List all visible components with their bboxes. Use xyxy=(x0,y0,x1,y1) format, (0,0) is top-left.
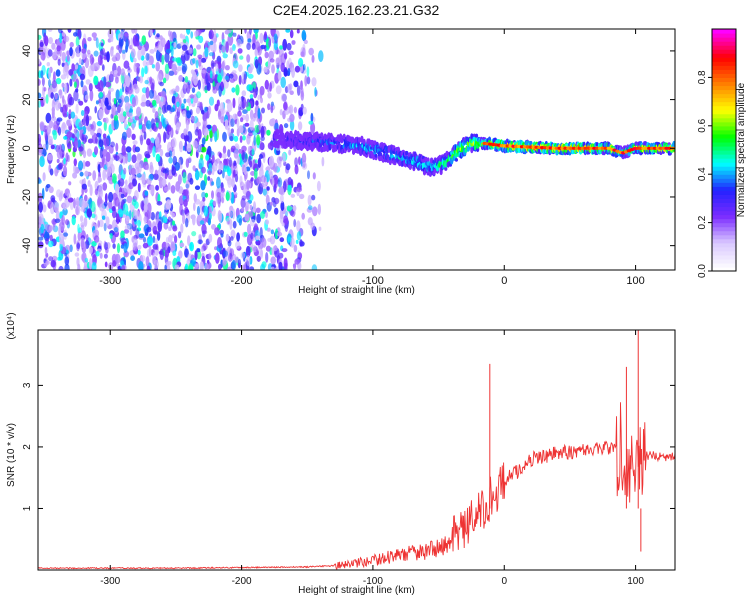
colorbar-step xyxy=(712,170,736,175)
colorbar-step xyxy=(712,81,736,87)
spectrogram-x-tick-label: 100 xyxy=(626,275,644,287)
colorbar-step xyxy=(712,65,736,70)
spectrogram-y-axis-label: Frequency (Hz) xyxy=(6,115,17,184)
spectrogram-cells xyxy=(38,29,675,270)
colorbar-step xyxy=(712,202,736,208)
colorbar-step xyxy=(712,37,736,42)
colorbar-step xyxy=(712,218,736,224)
spectrogram-x-axis-label: Height of straight line (km) xyxy=(298,285,415,296)
spectrogram-y-tick-label: -40 xyxy=(21,238,33,254)
colorbar-step xyxy=(712,158,736,163)
spectrogram-x-tick-label: -200 xyxy=(231,275,253,287)
colorbar-step xyxy=(712,250,736,256)
snr-x-tick-label: -100 xyxy=(363,576,383,587)
colorbar-step xyxy=(712,33,736,38)
colorbar-step xyxy=(712,97,736,103)
colorbar-step xyxy=(712,246,736,252)
colorbar-tick-label: 0.2 xyxy=(697,215,708,229)
colorbar-step xyxy=(712,61,736,66)
colorbar-step xyxy=(712,89,736,95)
colorbar xyxy=(712,29,736,272)
colorbar-step xyxy=(712,113,736,119)
colorbar-step xyxy=(712,121,736,127)
colorbar-step xyxy=(712,53,736,58)
snr-y-tick-label: 3 xyxy=(22,382,33,388)
colorbar-step xyxy=(712,109,736,115)
colorbar-step xyxy=(712,230,736,236)
colorbar-step xyxy=(712,133,736,139)
colorbar-step xyxy=(712,57,736,62)
colorbar-step xyxy=(712,45,736,50)
colorbar-step xyxy=(712,49,736,54)
colorbar-step xyxy=(712,166,736,171)
colorbar-tick-label: 0.0 xyxy=(697,264,708,278)
colorbar-tick-label: 0.8 xyxy=(697,70,708,84)
colorbar-step xyxy=(712,85,736,91)
colorbar-step xyxy=(712,258,736,264)
snr-y-axis-label: SNR (10 * v/v) xyxy=(6,423,17,487)
snr-x-axis-label: Height of straight line (km) xyxy=(298,585,415,596)
spectrogram-y-tick-label: -20 xyxy=(21,189,33,205)
colorbar-step xyxy=(712,178,736,183)
spectrogram-x-tick-label: 0 xyxy=(501,275,507,287)
colorbar-step xyxy=(712,137,736,143)
figure-title: C2E4.2025.162.23.21.G32 xyxy=(272,2,440,18)
colorbar-step xyxy=(712,186,736,191)
colorbar-step xyxy=(712,222,736,228)
colorbar-step xyxy=(712,145,736,151)
snr-y-tick-label: 1 xyxy=(22,505,33,511)
colorbar-step xyxy=(712,69,736,74)
snr-x-tick-label: -200 xyxy=(232,576,252,587)
colorbar-step xyxy=(712,154,736,159)
spectrogram-frame xyxy=(37,28,676,271)
spectrogram-y-tick-label: 20 xyxy=(21,93,33,105)
colorbar-step xyxy=(712,162,736,167)
colorbar-step xyxy=(712,254,736,260)
colorbar-step xyxy=(712,266,736,272)
colorbar-step xyxy=(712,194,736,199)
colorbar-step xyxy=(712,210,736,216)
colorbar-step xyxy=(712,150,736,155)
spectrogram-x-tick-label: -100 xyxy=(362,275,384,287)
snr-x-tick-label: 0 xyxy=(501,576,507,587)
colorbar-tick-label: 0.6 xyxy=(697,118,708,132)
colorbar-step xyxy=(712,101,736,107)
colorbar-step xyxy=(712,117,736,123)
snr-plot-area xyxy=(38,330,675,570)
snr-x-tick-label: -300 xyxy=(100,576,120,587)
colorbar-step xyxy=(712,41,736,46)
colorbar-step xyxy=(712,125,736,131)
colorbar-step xyxy=(712,174,736,179)
colorbar-step xyxy=(712,226,736,232)
colorbar-label: Normalized spectral amplitude xyxy=(736,82,747,217)
colorbar-step xyxy=(712,105,736,111)
spectrogram-y-tick-label: 0 xyxy=(21,145,33,151)
colorbar-step xyxy=(712,73,736,78)
colorbar-step xyxy=(712,93,736,99)
snr-x-tick-label: 100 xyxy=(627,576,644,587)
snr-series-line xyxy=(38,402,675,570)
colorbar-step xyxy=(712,182,736,187)
colorbar-step xyxy=(712,141,736,147)
colorbar-step xyxy=(712,238,736,244)
colorbar-step xyxy=(712,190,736,195)
colorbar-step xyxy=(712,262,736,268)
colorbar-step xyxy=(712,234,736,240)
colorbar-tick-label: 0.4 xyxy=(697,167,708,181)
colorbar-step xyxy=(712,206,736,212)
colorbar-step xyxy=(712,198,736,204)
colorbar-step xyxy=(712,242,736,248)
spectrogram-x-tick-label: -300 xyxy=(99,275,121,287)
colorbar-step xyxy=(712,29,736,34)
colorbar-step xyxy=(712,129,736,135)
colorbar-step xyxy=(712,77,736,83)
snr-y-multiplier: (x10⁴) xyxy=(6,312,17,339)
colorbar-frame xyxy=(711,28,737,272)
snr-y-tick-label: 2 xyxy=(22,444,33,450)
spectrogram-y-tick-label: 40 xyxy=(21,45,33,57)
snr-frame xyxy=(37,329,676,571)
colorbar-step xyxy=(712,214,736,220)
